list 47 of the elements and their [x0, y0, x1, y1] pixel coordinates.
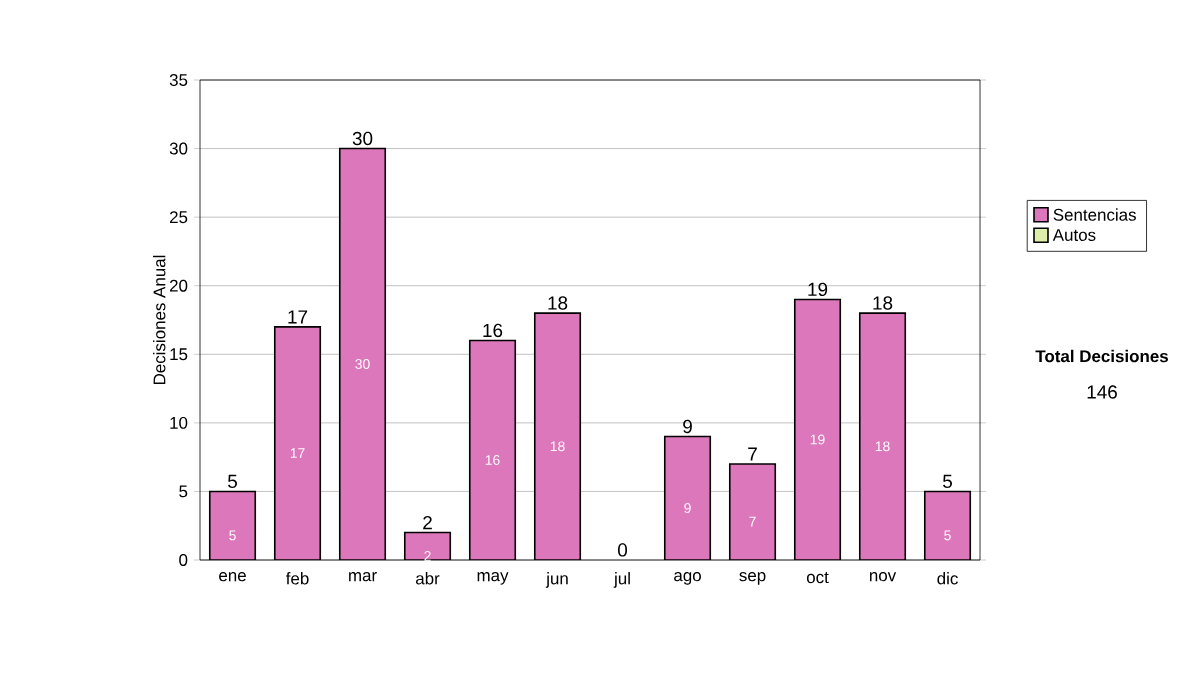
x-tick-label: mar	[349, 572, 377, 582]
bar	[339, 148, 386, 560]
x-tick-label: sep	[739, 572, 766, 585]
total-label: 17	[288, 310, 308, 324]
legend-label: Autos	[1052, 229, 1096, 241]
x-tick-label: may	[477, 572, 509, 585]
bar	[534, 313, 581, 560]
bar	[923, 490, 972, 560]
bar	[469, 340, 516, 560]
y-tick-label: 25	[169, 211, 188, 224]
y-tick-label: 15	[170, 348, 188, 361]
total-label: 7	[748, 447, 757, 461]
legend-label: Sentencias	[1053, 208, 1136, 221]
total-label: 0	[618, 543, 628, 557]
x-tick-label: dic	[937, 572, 958, 585]
total-label: 5	[943, 474, 953, 489]
bar	[728, 463, 777, 560]
y-tick-label: 20	[169, 279, 188, 292]
y-tick-label: 0	[179, 554, 188, 566]
y-tick-label: 10	[170, 416, 188, 429]
total-label: 9	[683, 419, 692, 434]
x-tick-label: nov	[869, 572, 897, 582]
x-tick-label: abr	[415, 572, 440, 585]
y-axis-title: Decisiones Anual	[153, 255, 166, 385]
total-label: 18	[548, 296, 568, 310]
bar	[858, 312, 907, 560]
x-tick-label: ago	[674, 572, 701, 585]
x-tick-label: oct	[806, 572, 829, 584]
total-label: 19	[808, 282, 828, 297]
total-label: 18	[873, 296, 893, 310]
y-tick-label: 35	[169, 74, 188, 86]
total-label: 16	[483, 323, 503, 338]
x-tick-label: jun	[545, 572, 568, 588]
text: 146	[1087, 385, 1117, 399]
bar	[793, 298, 842, 560]
y-tick-label: 30	[169, 142, 188, 155]
y-tick-label: 5	[179, 485, 188, 498]
bar	[663, 435, 712, 560]
total-label: 5	[228, 474, 237, 489]
total-label: 30	[352, 131, 373, 146]
x-tick-label: jul	[613, 572, 630, 588]
x-tick-label: ene	[219, 572, 246, 582]
bar	[209, 491, 256, 560]
x-tick-label: feb	[285, 572, 309, 585]
total-label: 2	[423, 515, 432, 530]
bar	[274, 326, 321, 560]
text: Total Decisiones	[1035, 349, 1168, 363]
